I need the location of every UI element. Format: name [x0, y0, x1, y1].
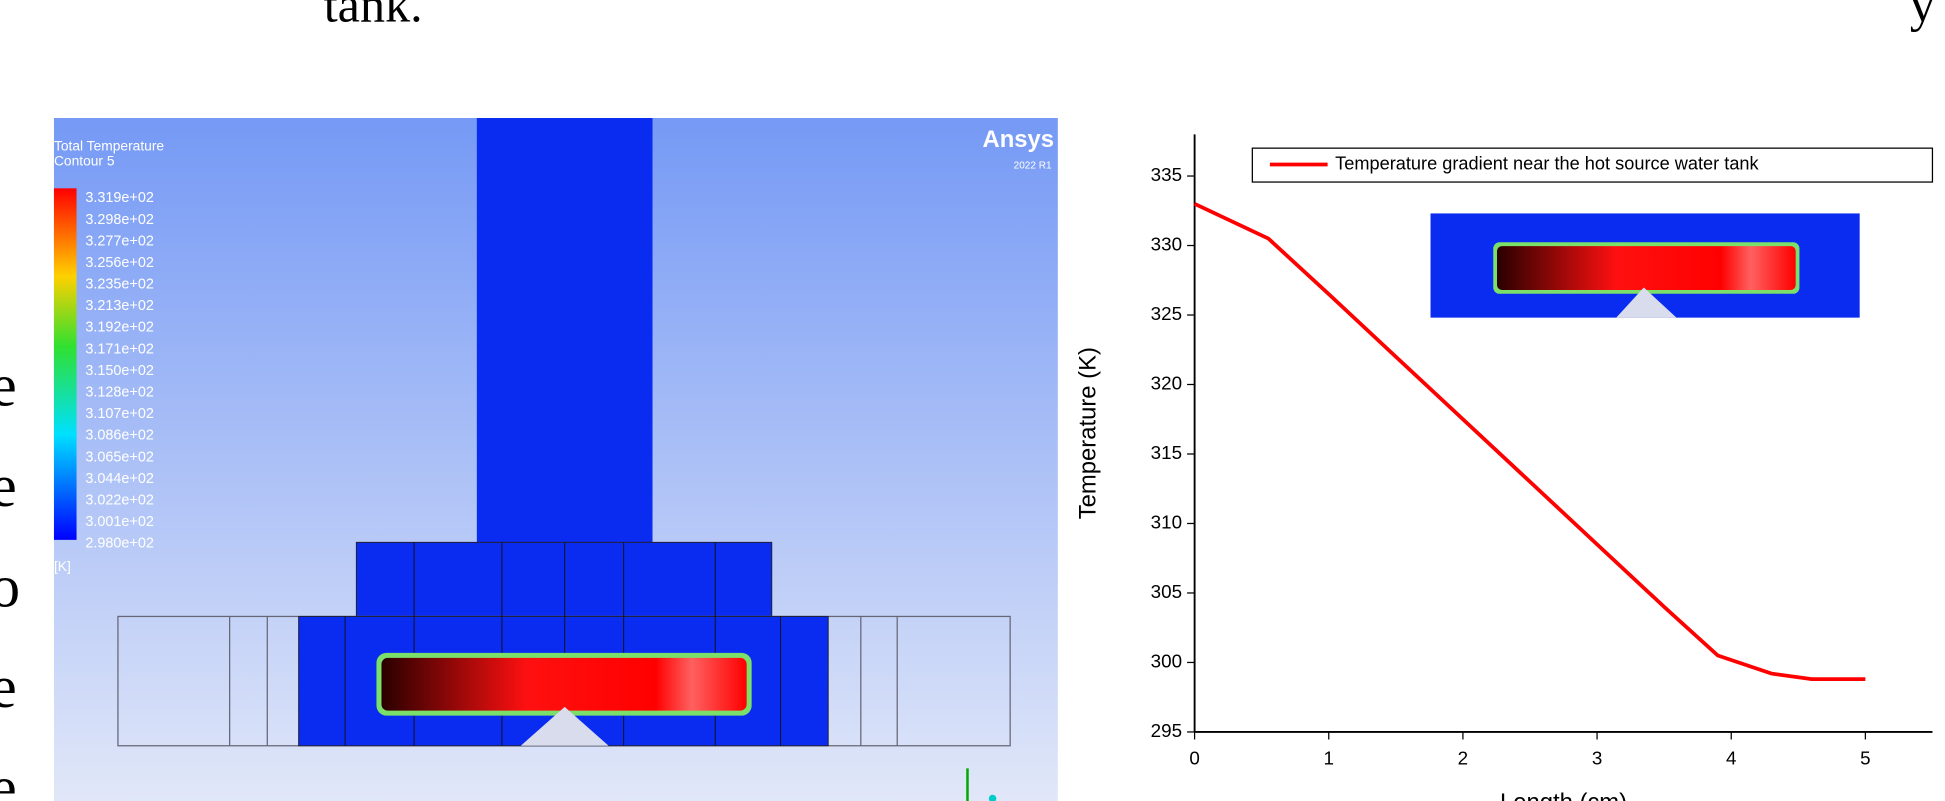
- y-axis-label: Temperature (K): [1075, 347, 1102, 519]
- column: [477, 118, 653, 545]
- text-fragment: e: [0, 453, 17, 520]
- text-fragment: e: [0, 654, 17, 721]
- text-fragments: eeoee: [0, 353, 20, 801]
- colorbar-label: 3.001e+02: [85, 514, 154, 530]
- text-fragment: tank.: [324, 0, 423, 33]
- y-tick-label: 325: [1151, 303, 1182, 324]
- inset-tank: [1497, 246, 1796, 290]
- brand: Ansys: [983, 126, 1055, 153]
- colorbar-label: 3.044e+02: [85, 471, 154, 487]
- y-tick-label: 295: [1151, 720, 1182, 741]
- contour-subtitle: Contour 5: [54, 154, 115, 169]
- x-tick-label: 5: [1860, 748, 1870, 769]
- block: [356, 542, 771, 617]
- colorbar-label: 3.298e+02: [85, 212, 154, 228]
- colorbar-label: 3.171e+02: [85, 341, 154, 357]
- x-tick-label: 0: [1189, 748, 1199, 769]
- text-fragment: e: [0, 353, 17, 420]
- colorbar-label: 3.065e+02: [85, 449, 154, 465]
- y-tick-label: 310: [1151, 511, 1182, 532]
- colorbar-label: 3.128e+02: [85, 385, 154, 401]
- x-axis-label: Length (cm): [1500, 789, 1627, 801]
- figure: tank. y eeoee Total Temperature Contour …: [0, 0, 1945, 801]
- y-tick-label: 315: [1151, 442, 1182, 463]
- colorbar: [54, 188, 77, 540]
- x-tick-label: 3: [1592, 748, 1602, 769]
- colorbar-labels: 3.319e+02 3.298e+02 3.277e+02 3.256e+02 3.23…: [85, 190, 154, 552]
- hot-tank: [381, 658, 746, 711]
- colorbar-label: 3.213e+02: [85, 298, 154, 314]
- colorbar-label: 3.277e+02: [85, 233, 154, 249]
- colorbar-label: 3.150e+02: [85, 363, 154, 379]
- text-fragment: y: [1910, 0, 1935, 33]
- x-tick-label: 2: [1458, 748, 1468, 769]
- text-fragment: e: [0, 754, 17, 801]
- y-tick-label: 305: [1151, 581, 1182, 602]
- colorbar-label: 2.980e+02: [85, 536, 154, 552]
- y-tick-label: 330: [1151, 233, 1182, 254]
- colorbar-label: 3.192e+02: [85, 320, 154, 336]
- y-tick-label: 320: [1151, 372, 1182, 393]
- colorbar-label: 3.319e+02: [85, 190, 154, 206]
- x-tick-label: 1: [1324, 748, 1334, 769]
- page: tank. y eeoee Total Temperature Contour …: [0, 0, 1945, 801]
- y-tick-label: 335: [1151, 164, 1182, 185]
- contour-title: Total Temperature: [54, 139, 164, 154]
- colorbar-label: 3.086e+02: [85, 428, 154, 444]
- colorbar-label: 3.256e+02: [85, 255, 154, 271]
- x-tick-label: 4: [1726, 748, 1736, 769]
- colorbar-label: 3.022e+02: [85, 492, 154, 508]
- contour-unit: [K]: [54, 559, 71, 574]
- colorbar-label: 3.235e+02: [85, 277, 154, 293]
- version: 2022 R1: [1014, 160, 1052, 171]
- colorbar-label: 3.107e+02: [85, 406, 154, 422]
- legend-label: Temperature gradient near the hot source…: [1335, 153, 1759, 173]
- y-tick-label: 300: [1151, 650, 1182, 671]
- text-fragment: o: [0, 553, 20, 620]
